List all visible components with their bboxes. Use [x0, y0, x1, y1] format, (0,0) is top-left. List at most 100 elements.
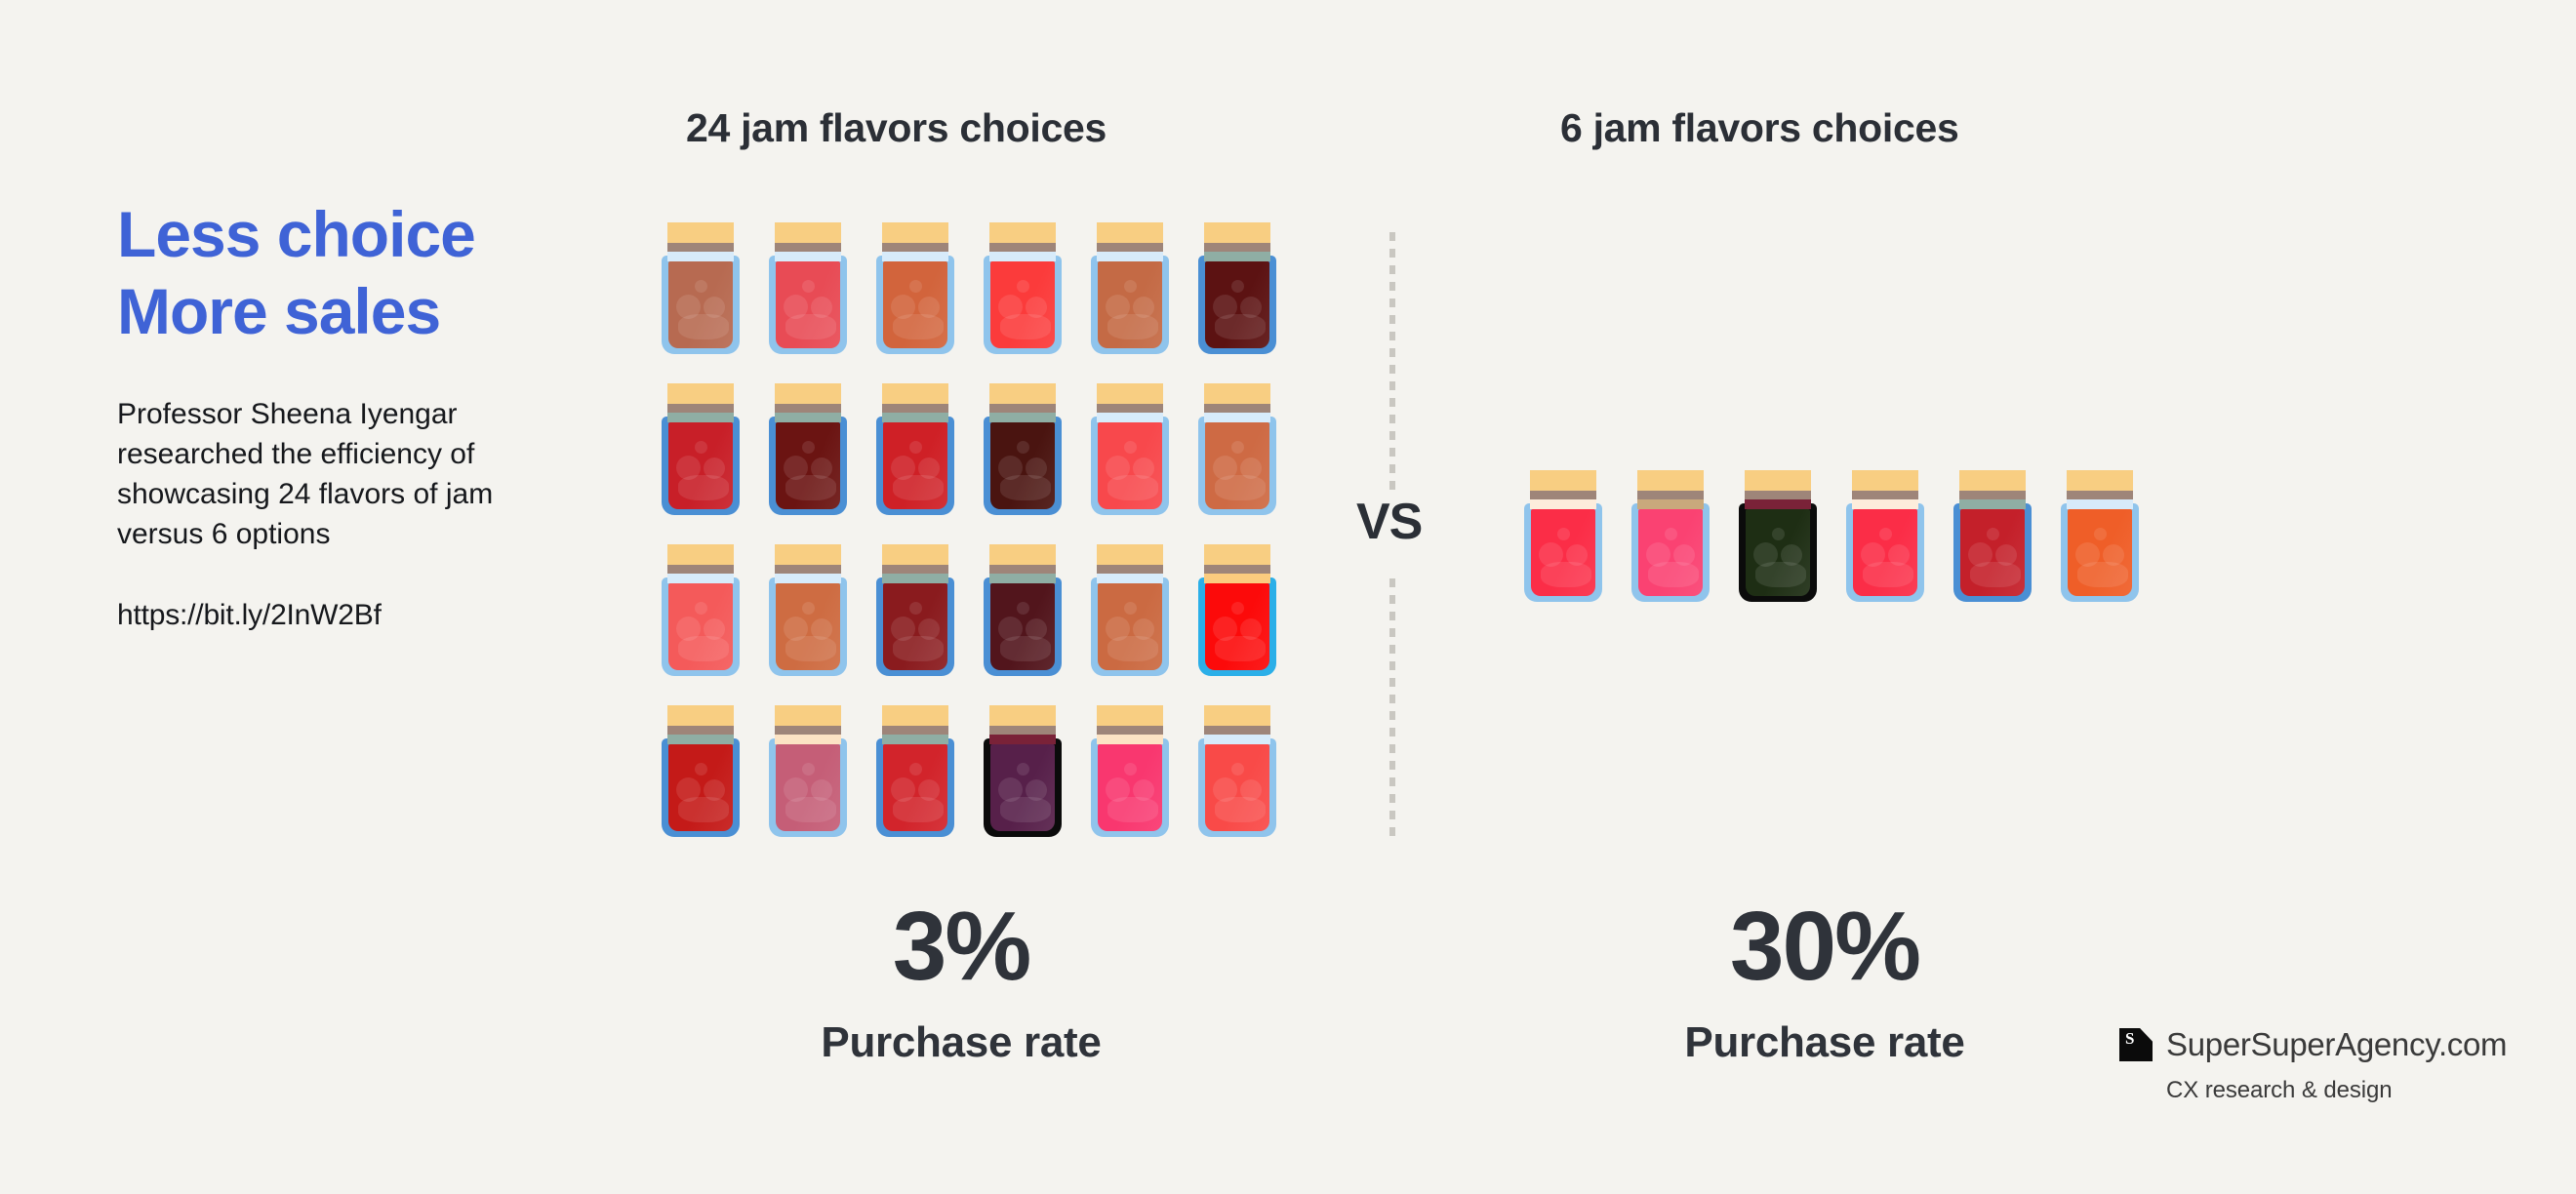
- jam-chunk: [1240, 297, 1262, 318]
- jam-chunk: [893, 797, 944, 822]
- jam-chunk: [998, 456, 1023, 480]
- jar-jam-fill: [1746, 509, 1810, 596]
- panel-title-24-flavors: 24 jam flavors choices: [686, 105, 1107, 150]
- jar-band: [882, 574, 948, 583]
- jar-band: [882, 735, 948, 744]
- jam-jar: [1198, 705, 1276, 837]
- jar-jam-fill: [990, 422, 1055, 509]
- jam-chunk: [785, 797, 836, 822]
- description-paragraph: Professor Sheena Iyengar researched the …: [117, 397, 494, 550]
- jar-glass: [1739, 503, 1817, 602]
- jam-jar: [876, 705, 954, 837]
- jar-rim: [882, 404, 948, 413]
- jar-rim: [989, 404, 1056, 413]
- jar-band: [1204, 574, 1270, 583]
- jar-lid: [775, 222, 841, 243]
- jar-rim: [1637, 491, 1704, 499]
- jar-lid: [1745, 470, 1811, 491]
- jam-chunk: [1107, 797, 1158, 822]
- jam-chunk: [1213, 295, 1237, 319]
- jar-jam-fill: [1531, 509, 1595, 596]
- jar-glass: [1198, 738, 1276, 837]
- headline-line-1: Less choice: [117, 198, 476, 270]
- jam-chunk: [2103, 544, 2124, 566]
- jam-chunk: [1133, 618, 1154, 640]
- stat-value-left: 3%: [892, 892, 1032, 1001]
- jar-rim: [1097, 243, 1163, 252]
- jar-jam-fill: [883, 583, 947, 670]
- jam-chunk: [891, 456, 915, 480]
- jar-band: [667, 252, 734, 261]
- brand-name[interactable]: SuperSuperAgency.com: [2166, 1026, 2508, 1062]
- jam-chunk: [1566, 544, 1588, 566]
- jam-jar: [1198, 544, 1276, 676]
- jam-jar: [1953, 470, 2032, 602]
- jar-rim: [989, 243, 1056, 252]
- jar-glass: [1953, 503, 2032, 602]
- jam-chunk: [918, 458, 940, 479]
- jar-glass: [1198, 417, 1276, 515]
- jam-chunk: [1863, 562, 1913, 587]
- jar-jam-fill: [668, 744, 733, 831]
- source-link[interactable]: https://bit.ly/2InW2Bf: [117, 598, 382, 631]
- jar-lid: [775, 705, 841, 726]
- jam-chunk: [891, 777, 915, 802]
- stat-block-left: 3% Purchase rate: [756, 897, 1166, 1067]
- jar-lid: [667, 222, 734, 243]
- jar-jam-fill: [776, 744, 840, 831]
- jam-chunk: [918, 618, 940, 640]
- jar-jam-fill: [1960, 509, 2025, 596]
- jam-chunk: [1240, 618, 1262, 640]
- jar-lid: [1097, 705, 1163, 726]
- jam-chunk: [909, 763, 922, 776]
- jar-lid: [1097, 222, 1163, 243]
- jar-band: [775, 735, 841, 744]
- jam-chunk: [2077, 562, 2128, 587]
- stat-label-left: Purchase rate: [821, 1018, 1102, 1066]
- jar-lid: [1959, 470, 2026, 491]
- jar-rim: [1852, 491, 1918, 499]
- jar-rim: [1745, 491, 1811, 499]
- jar-lid: [1204, 222, 1270, 243]
- jam-jar: [984, 544, 1062, 676]
- jam-chunk: [1995, 544, 2017, 566]
- jar-rim: [667, 243, 734, 252]
- jar-band: [989, 413, 1056, 422]
- jar-jam-fill: [776, 422, 840, 509]
- jam-chunk: [1017, 602, 1029, 615]
- dotted-line-bottom: [1389, 578, 1395, 837]
- jar-jam-fill: [1098, 261, 1162, 348]
- jar-band: [882, 252, 948, 261]
- jam-chunk: [1665, 528, 1677, 540]
- jam-chunk: [678, 314, 729, 339]
- jam-jar: [1631, 470, 1710, 602]
- jar-glass: [769, 417, 847, 515]
- jam-chunk: [2094, 528, 2107, 540]
- jar-lid: [2067, 470, 2133, 491]
- jam-chunk: [1231, 763, 1244, 776]
- jar-band: [1852, 499, 1918, 509]
- jam-chunk: [893, 314, 944, 339]
- jar-jam-fill: [883, 744, 947, 831]
- jar-band: [882, 413, 948, 422]
- jar-glass: [984, 577, 1062, 676]
- jar-rim: [1097, 726, 1163, 735]
- jam-chunk: [909, 602, 922, 615]
- jar-glass: [876, 577, 954, 676]
- jam-jar: [984, 383, 1062, 515]
- jam-chunk: [1026, 779, 1047, 801]
- jar-jam-fill: [1098, 744, 1162, 831]
- jam-chunk: [1772, 528, 1785, 540]
- jar-glass: [2061, 503, 2139, 602]
- jam-jar: [662, 222, 740, 354]
- jam-chunk: [1539, 542, 1563, 567]
- jar-glass: [769, 738, 847, 837]
- jar-rim: [2067, 491, 2133, 499]
- jar-jam-fill: [1205, 261, 1269, 348]
- jam-chunk: [695, 441, 707, 454]
- jar-rim: [1530, 491, 1596, 499]
- jar-rim: [882, 726, 948, 735]
- jam-jar: [769, 705, 847, 837]
- jam-jar-grid-24: [662, 222, 1306, 866]
- jam-chunk: [704, 779, 725, 801]
